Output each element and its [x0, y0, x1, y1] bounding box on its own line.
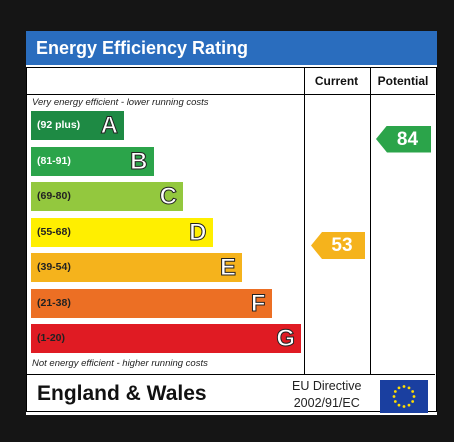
flag-star: [402, 405, 406, 408]
band-letter-label: B: [130, 147, 148, 175]
band-range-label: (92 plus): [37, 119, 81, 131]
current-column-divider: [304, 68, 305, 374]
band-letter-label: D: [189, 218, 207, 246]
header-divider: [27, 94, 435, 95]
band-a: (92 plus) A: [31, 111, 124, 140]
potential-column-header: Potential: [377, 74, 429, 88]
flag-star: [397, 403, 401, 407]
flag-star: [402, 385, 406, 388]
eu-directive-line1: EU Directive: [292, 379, 362, 393]
band-c: (69-80) C: [31, 182, 183, 211]
band-range-label: (21-38): [37, 296, 71, 309]
band-letter-label: C: [159, 183, 177, 211]
potential-column-divider: [370, 68, 371, 374]
band-letter-label: E: [219, 254, 236, 282]
band-letter-label: A: [100, 112, 118, 140]
band-range-label: (81-91): [37, 154, 71, 167]
flag-star: [412, 395, 416, 398]
band-letter-label: F: [250, 289, 266, 317]
band-range-label: (69-80): [37, 190, 71, 202]
flag-star: [411, 390, 415, 393]
band-range-label: (39-54): [37, 261, 71, 273]
region-label: England & Wales: [37, 382, 207, 405]
flag-star: [392, 395, 396, 398]
band-e: (39-54) E: [31, 253, 242, 282]
eu-flag-icon: [380, 380, 428, 413]
current-rating-marker: 53: [311, 232, 365, 259]
potential-rating-marker: 84: [376, 125, 431, 153]
flag-star: [397, 386, 401, 390]
eu-directive: EU Directive 2002/91/EC: [292, 378, 361, 412]
band-range-label: (55-68): [37, 225, 71, 238]
band-letter-label: G: [276, 325, 296, 353]
flag-star: [407, 403, 411, 407]
flag-star: [411, 400, 415, 403]
top-note: Very energy efficient - lower running co…: [32, 97, 209, 108]
band-d: (55-68) D: [31, 217, 213, 247]
flag-star: [393, 400, 397, 403]
epc-card: Energy Efficiency Rating Current Potenti…: [26, 31, 437, 415]
flag-star: [407, 386, 411, 390]
band-f: (21-38) F: [31, 288, 272, 318]
bottom-note: Not energy efficient - higher running co…: [32, 358, 208, 369]
band-g: (1-20) G: [31, 324, 301, 353]
eu-directive-line2: 2002/91/EC: [293, 396, 360, 410]
flag-star: [393, 390, 397, 393]
current-column-header: Current: [314, 74, 359, 88]
footer-divider: [27, 374, 435, 375]
chart-title: Energy Efficiency Rating: [26, 31, 437, 65]
band-range-label: (1-20): [37, 332, 66, 344]
band-b: (81-91) B: [31, 146, 154, 176]
rating-frame: Current Potential Very energy efficient …: [26, 67, 437, 413]
